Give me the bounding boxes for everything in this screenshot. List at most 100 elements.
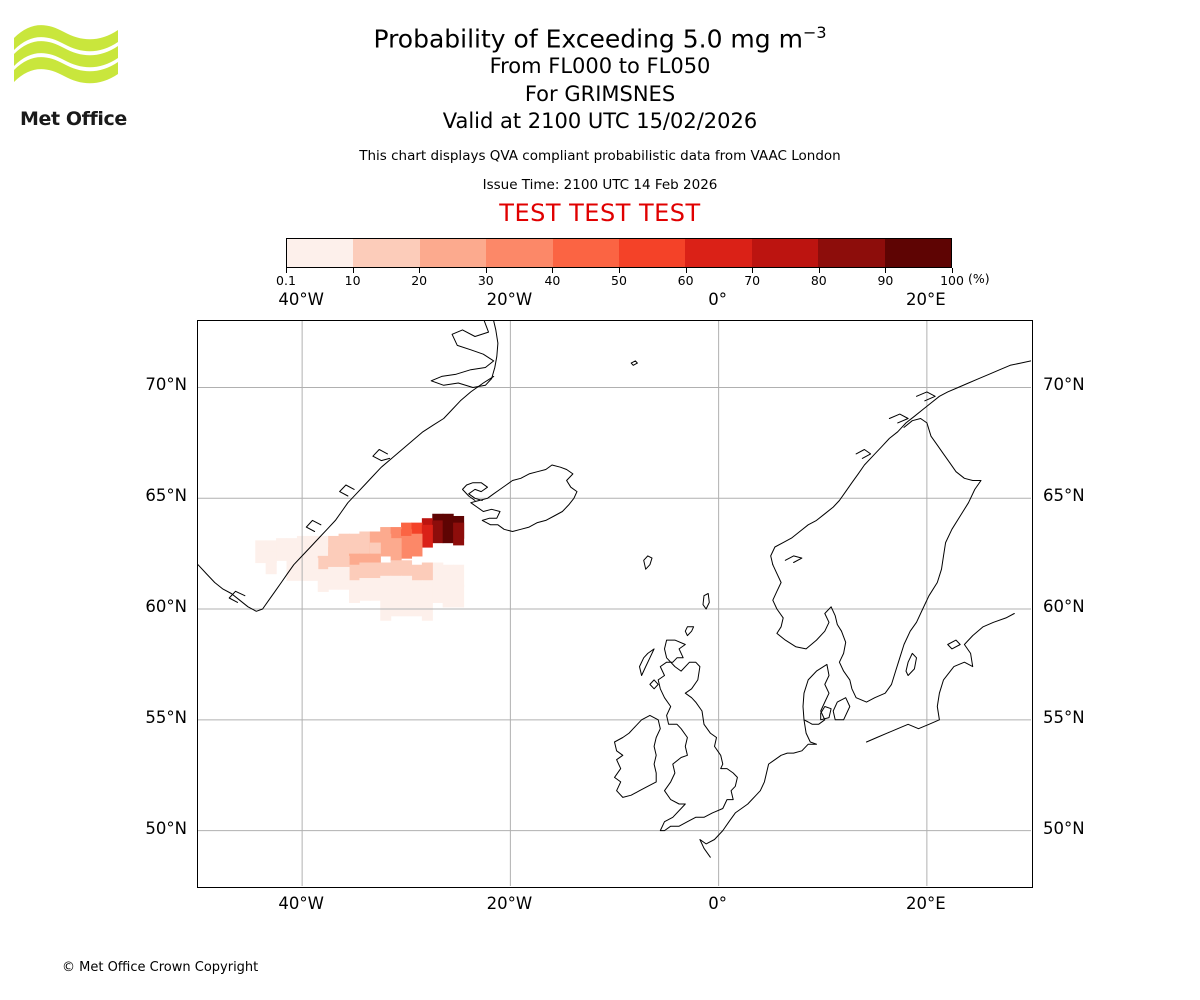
title-block: Probability of Exceeding 5.0 mg m−3 From… [0, 0, 1200, 227]
plume-cell [421, 562, 433, 586]
flight-level-line: From FL000 to FL050 [489, 54, 711, 79]
coastline [916, 391, 936, 402]
plume-cell [328, 566, 340, 590]
colorbar-band-0 [287, 239, 354, 267]
coastline [684, 626, 695, 637]
plume-cell [411, 564, 423, 588]
colorbar-tick-9 [885, 268, 887, 273]
colorbar-tick-label-5: 50 [611, 273, 627, 288]
plume-cell [390, 560, 402, 584]
colorbar-band-2 [419, 239, 487, 267]
colorbar-tick-10 [952, 268, 953, 273]
axis-label-lat-left-4: 50°N [145, 818, 187, 838]
colorbar-band-6 [685, 239, 752, 267]
plume-cell [359, 578, 371, 601]
colorbar-band-1 [353, 239, 420, 267]
ash-plume-layer [255, 513, 465, 621]
plume-cell [401, 560, 413, 584]
axis-label-lon-top-2: 0° [708, 290, 727, 309]
colorbar-tick-7 [752, 268, 754, 273]
plume-cell [338, 566, 350, 590]
coastline-layer [198, 321, 1031, 858]
plume-cell [401, 593, 413, 617]
axis-label-lat-right-0: 70°N [1043, 375, 1085, 395]
coastline [702, 593, 710, 610]
met-office-wave-mark [14, 25, 118, 84]
coastline [372, 449, 391, 462]
coastline [772, 564, 842, 650]
axis-label-lat-left-2: 60°N [145, 597, 187, 617]
issue-time-line: Issue Time: 2100 UTC 14 Feb 2026 [482, 177, 718, 194]
volcano-line: For GRIMSNES [524, 81, 676, 106]
coastline [905, 652, 917, 676]
axis-label-lon-top-1: 20°W [486, 290, 533, 309]
plume-cell [390, 575, 402, 599]
page-title-exponent: −3 [802, 23, 827, 42]
plume-cell [442, 564, 454, 588]
colorbar-tick-label-6: 60 [677, 273, 694, 288]
colorbar-tick-label-10: 100 [940, 273, 964, 288]
coastline [639, 648, 655, 676]
page-title-text: Probability of Exceeding 5.0 mg m [373, 24, 803, 54]
axis-label-lon-bottom-3: 20°E [906, 894, 946, 913]
axis-label-lat-right-2: 60°N [1043, 597, 1085, 617]
plume-cell [369, 562, 381, 586]
colorbar-tick-2 [419, 268, 421, 273]
plume-cell [411, 580, 423, 603]
plume-cell [317, 555, 329, 579]
colorbar-unit-label: (%) [968, 271, 990, 286]
axis-label-lon-bottom-0: 40°W [278, 894, 324, 913]
coastline [866, 613, 1015, 743]
plume-cell [421, 580, 433, 603]
colorbar-tick-4 [552, 268, 554, 273]
map-panel[interactable] [197, 320, 1033, 888]
plume-cell [317, 569, 329, 592]
colorbar-tick-label-3: 30 [477, 273, 494, 288]
colorbar-tick-6 [685, 268, 687, 273]
plume-cell [401, 575, 413, 599]
coastline [657, 639, 738, 832]
colorbar: 0.1 10 20 30 40 50 60 70 80 90 100 [276, 238, 964, 288]
axis-label-lat-right-4: 50°N [1043, 818, 1085, 838]
plume-cell [380, 575, 392, 599]
coastline [699, 719, 817, 858]
coastline [643, 555, 653, 570]
plume-cell [411, 533, 423, 557]
colorbar-band-5 [619, 239, 686, 267]
plume-cell [401, 535, 413, 559]
colorbar-band-9 [884, 239, 952, 267]
coastline [339, 484, 355, 497]
plume-cell [432, 562, 444, 586]
coastline [770, 360, 1031, 566]
plume-cell [338, 533, 350, 557]
coastline [305, 519, 322, 532]
coastline [649, 679, 659, 690]
coastline [470, 464, 578, 532]
plume-cell [380, 533, 392, 557]
plume-cell [432, 580, 444, 603]
plume-cell [380, 562, 392, 586]
coastline [832, 697, 851, 721]
met-office-logo-text: Met Office [20, 108, 127, 130]
graticule-layer [198, 321, 1031, 886]
plume-cell [348, 564, 360, 588]
axis-label-lon-bottom-1: 20°W [486, 894, 533, 913]
plume-cell [286, 558, 298, 581]
axis-label-lat-left-0: 70°N [145, 375, 187, 395]
coastline [430, 321, 499, 388]
axis-label-lat-right-3: 55°N [1043, 707, 1085, 727]
colorbar-tick-0 [286, 268, 287, 273]
colorbar-tick-8 [818, 268, 820, 273]
coastline [614, 714, 661, 798]
coastline [820, 706, 832, 721]
colorbar-tick-label-2: 20 [411, 273, 428, 288]
plume-cell [421, 524, 433, 548]
coastline [947, 639, 961, 650]
coastline [462, 482, 488, 501]
axis-label-lon-top-3: 20°E [906, 290, 946, 309]
plume-cell [359, 531, 371, 555]
plume-cell [265, 551, 277, 575]
colorbar-tick-5 [619, 268, 620, 273]
colorbar-tick-label-7: 70 [744, 273, 761, 288]
axis-label-lon-bottom-2: 0° [708, 894, 727, 913]
